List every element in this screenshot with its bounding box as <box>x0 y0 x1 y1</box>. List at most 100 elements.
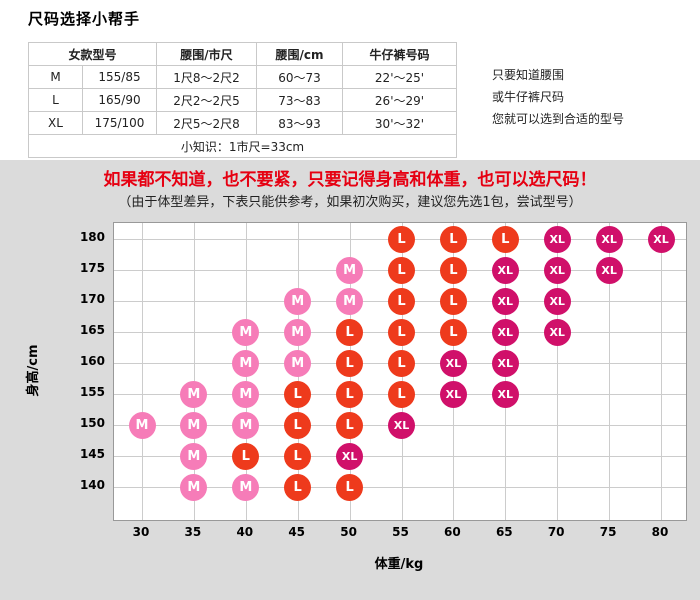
size-dot-l: L <box>439 256 467 284</box>
size-dot-xl: XL <box>491 349 519 377</box>
y-tick-label: 180 <box>79 230 105 244</box>
cell-jeans: 26'～29' <box>342 88 457 112</box>
cell-size: L <box>28 88 83 112</box>
size-dot-l: L <box>388 349 415 377</box>
side-note: 只要知道腰围 或牛仔裤尺码 您就可以选到合适的型号 <box>492 64 624 130</box>
size-dot-l: L <box>388 225 415 253</box>
size-dot-m: M <box>284 318 312 346</box>
x-tick-label: 30 <box>132 525 150 539</box>
table-header-row: 女款型号 腰围/市尺 腰围/cm 牛仔裤号码 <box>28 42 457 66</box>
size-dot-l: L <box>284 442 312 470</box>
size-table: 女款型号 腰围/市尺 腰围/cm 牛仔裤号码 M 155/85 1尺8～2尺2 … <box>28 42 457 158</box>
size-dot-l: L <box>491 225 519 253</box>
y-tick-label: 160 <box>79 354 105 368</box>
size-dot-xl: XL <box>491 380 519 408</box>
size-dot-l: L <box>336 411 364 439</box>
cell-waist-cm: 60～73 <box>256 65 343 89</box>
size-dot-l: L <box>284 411 312 439</box>
size-dot-l: L <box>336 318 364 346</box>
chart-gridline-vertical <box>193 223 195 520</box>
cell-waist-chi: 2尺2～2尺5 <box>156 88 257 112</box>
side-note-line-2: 或牛仔裤尺码 <box>492 90 565 104</box>
cell-size: XL <box>28 111 83 135</box>
size-dot-xl: XL <box>491 318 519 346</box>
cell-size: M <box>28 65 83 89</box>
y-tick-label: 165 <box>79 323 105 337</box>
x-tick-label: 55 <box>392 525 409 539</box>
size-dot-xl: XL <box>491 287 519 315</box>
cell-waist-chi: 1尺8～2尺2 <box>156 65 257 89</box>
size-dot-l: L <box>439 287 467 315</box>
size-dot-m: M <box>232 318 260 346</box>
x-tick-label: 45 <box>288 525 306 539</box>
size-dot-m: M <box>284 287 312 315</box>
size-table-panel: 尺码选择小帮手 女款型号 腰围/市尺 腰围/cm 牛仔裤号码 M 155/85 … <box>0 0 700 160</box>
x-tick-label: 80 <box>651 525 669 539</box>
size-dot-xl: XL <box>543 225 571 253</box>
chart-gridline-vertical <box>142 223 143 520</box>
size-chart: M M M M M M M M M M M M M M M L L L L L L L L L L L L L L L L L L L L L XL XL… <box>0 215 700 600</box>
size-dot-m: M <box>180 380 208 408</box>
size-dot-m: M <box>180 411 208 439</box>
size-dot-l: L <box>336 473 364 501</box>
size-dot-m: M <box>284 349 312 377</box>
y-tick-label: 145 <box>79 447 105 461</box>
chart-gridline-vertical <box>609 223 611 520</box>
cell-spec: 155/85 <box>82 65 157 89</box>
size-dot-m: M <box>336 256 364 284</box>
chart-plot-area: M M M M M M M M M M M M M M M L L L L L L L L L L L L L L L L L L L L L XL XL… <box>113 222 687 521</box>
cell-spec: 165/90 <box>82 88 157 112</box>
chart-gridline-horizontal <box>114 487 686 488</box>
cell-jeans: 30'～32' <box>342 111 457 135</box>
size-dot-m: M <box>232 411 260 439</box>
y-tick-label: 170 <box>79 292 105 306</box>
chart-gridline-vertical <box>661 223 662 520</box>
size-dot-xl: XL <box>388 411 415 439</box>
cell-waist-cm: 83～93 <box>256 111 343 135</box>
size-dot-xl: XL <box>336 442 364 470</box>
table-row-m: M 155/85 1尺8～2尺2 60～73 22'～25' <box>28 65 457 89</box>
notice-subline: （由于体型差异，下表只能供参考，如果初次购买，建议您先选1包，尝试型号） <box>118 195 582 210</box>
size-dot-m: M <box>128 411 156 439</box>
table-row-l: L 165/90 2尺2～2尺5 73～83 26'～29' <box>28 88 457 112</box>
size-dot-l: L <box>284 473 312 501</box>
size-dot-xl: XL <box>595 225 623 253</box>
size-dot-m: M <box>336 287 364 315</box>
col-header-waist-cm: 腰围/cm <box>256 42 343 66</box>
size-dot-xl: XL <box>595 256 623 284</box>
col-header-model: 女款型号 <box>28 42 157 66</box>
size-dot-l: L <box>336 349 364 377</box>
x-tick-label: 75 <box>599 525 617 539</box>
size-dot-xl: XL <box>543 318 571 346</box>
size-dot-m: M <box>180 442 208 470</box>
size-dot-m: M <box>232 473 260 501</box>
size-dot-l: L <box>388 256 415 284</box>
cell-spec: 175/100 <box>82 111 157 135</box>
cell-waist-cm: 73～83 <box>256 88 343 112</box>
col-header-waist-chi: 腰围/市尺 <box>156 42 257 66</box>
y-tick-label: 140 <box>79 478 105 492</box>
size-dot-l: L <box>388 318 415 346</box>
size-dot-m: M <box>232 349 260 377</box>
x-tick-label: 60 <box>444 525 461 539</box>
size-dot-l: L <box>336 380 364 408</box>
y-tick-label: 175 <box>79 261 105 275</box>
size-dot-l: L <box>388 380 415 408</box>
size-dot-l: L <box>232 442 260 470</box>
size-dot-xl: XL <box>543 287 571 315</box>
size-dot-xl: XL <box>647 225 675 253</box>
chart-gridline-vertical <box>557 223 559 520</box>
size-dot-xl: XL <box>439 349 467 377</box>
col-header-jeans: 牛仔裤号码 <box>342 42 457 66</box>
x-tick-label: 50 <box>340 525 357 539</box>
y-tick-label: 150 <box>79 416 105 430</box>
size-dot-l: L <box>439 318 467 346</box>
table-footnote: 小知识：1市尺=33cm <box>28 134 457 158</box>
size-dot-xl: XL <box>543 256 571 284</box>
table-row-xl: XL 175/100 2尺5～2尺8 83～93 30'～32' <box>28 111 457 135</box>
x-tick-label: 35 <box>184 525 202 539</box>
page-title: 尺码选择小帮手 <box>28 10 141 28</box>
side-note-line-3: 您就可以选到合适的型号 <box>492 112 625 126</box>
size-dot-l: L <box>284 380 312 408</box>
